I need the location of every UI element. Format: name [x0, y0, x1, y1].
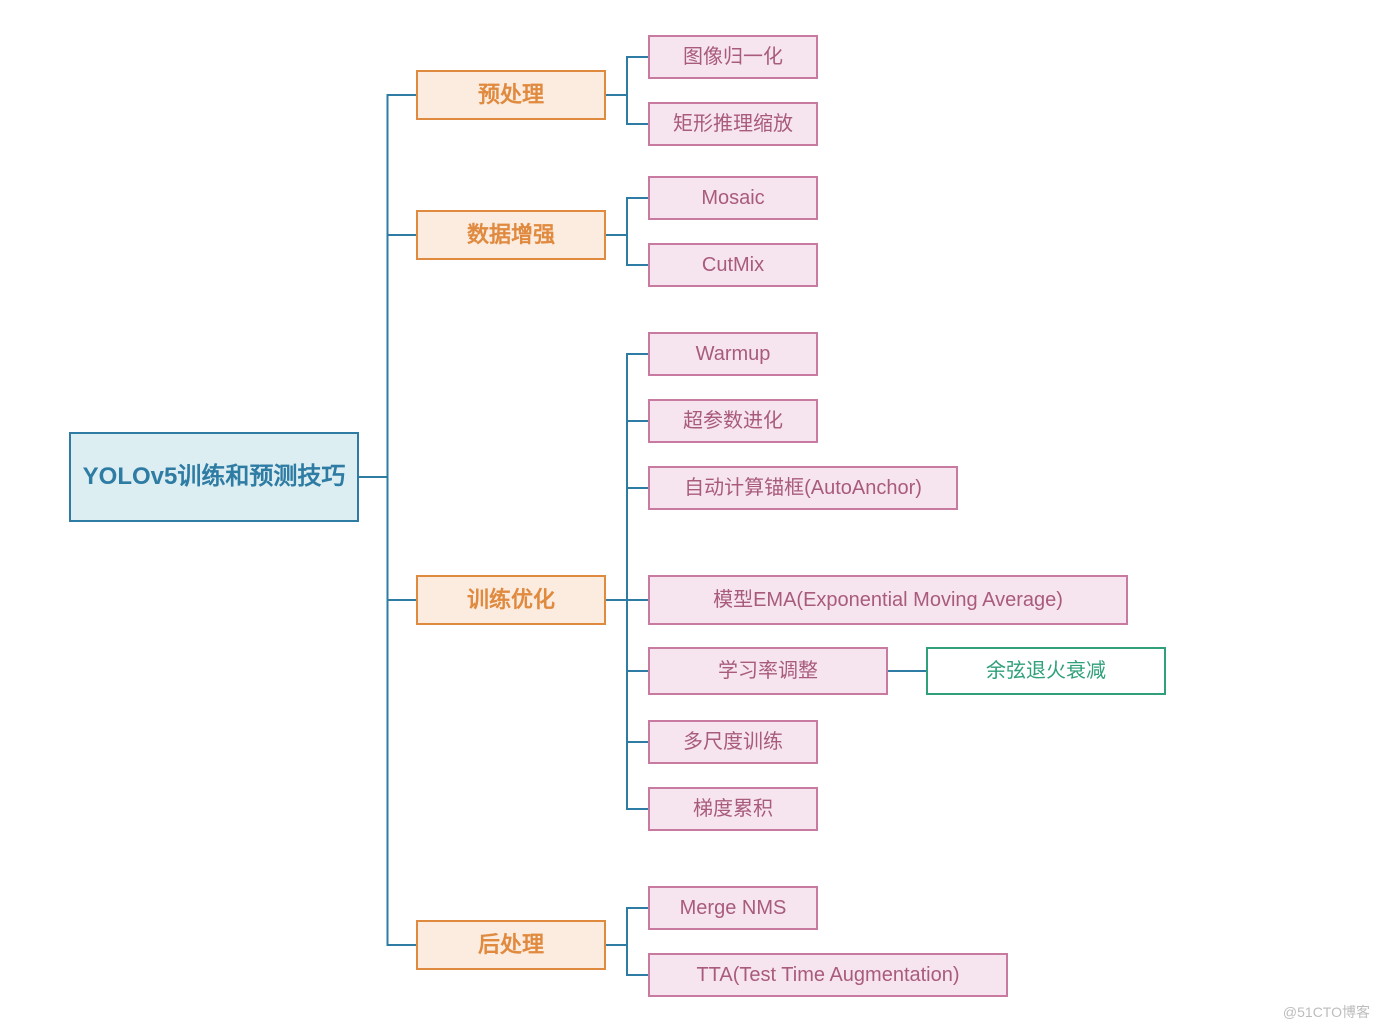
edge-cat3-n31	[606, 354, 648, 600]
node-n41: Merge NMS	[648, 886, 818, 930]
edge-cat4-n42	[606, 945, 648, 975]
node-n31: Warmup	[648, 332, 818, 376]
edge-cat1-n11	[606, 57, 648, 95]
edge-cat3-n37	[606, 600, 648, 809]
node-n21: Mosaic	[648, 176, 818, 220]
node-cat2: 数据增强	[416, 210, 606, 260]
node-root: YOLOv5训练和预测技巧	[69, 432, 359, 522]
edge-root-cat1	[359, 95, 416, 477]
node-n35a: 余弦退火衰减	[926, 647, 1166, 695]
edge-root-cat4	[359, 477, 416, 945]
node-n42: TTA(Test Time Augmentation)	[648, 953, 1008, 997]
edge-cat3-n33	[606, 488, 648, 600]
node-cat1: 预处理	[416, 70, 606, 120]
edge-cat3-n35	[606, 600, 648, 671]
node-n35: 学习率调整	[648, 647, 888, 695]
edge-cat2-n22	[606, 235, 648, 265]
node-n12: 矩形推理缩放	[648, 102, 818, 146]
node-n33: 自动计算锚框(AutoAnchor)	[648, 466, 958, 510]
edge-cat4-n41	[606, 908, 648, 945]
node-n34: 模型EMA(Exponential Moving Average)	[648, 575, 1128, 625]
node-n37: 梯度累积	[648, 787, 818, 831]
node-n22: CutMix	[648, 243, 818, 287]
node-cat3: 训练优化	[416, 575, 606, 625]
node-n11: 图像归一化	[648, 35, 818, 79]
edge-cat1-n12	[606, 95, 648, 124]
edge-cat3-n36	[606, 600, 648, 742]
edge-root-cat2	[359, 235, 416, 477]
edge-cat2-n21	[606, 198, 648, 235]
edge-root-cat3	[359, 477, 416, 600]
watermark-text: @51CTO博客	[1283, 1002, 1370, 1022]
edge-cat3-n32	[606, 421, 648, 600]
node-n32: 超参数进化	[648, 399, 818, 443]
node-n36: 多尺度训练	[648, 720, 818, 764]
node-cat4: 后处理	[416, 920, 606, 970]
